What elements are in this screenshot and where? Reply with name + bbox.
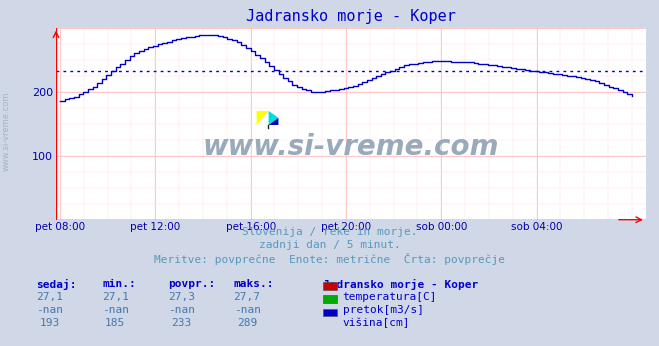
Polygon shape bbox=[269, 111, 279, 125]
Text: 185: 185 bbox=[105, 318, 125, 328]
Text: Slovenija / reke in morje.: Slovenija / reke in morje. bbox=[242, 227, 417, 237]
Text: -nan: -nan bbox=[168, 305, 194, 315]
Text: min.:: min.: bbox=[102, 279, 136, 289]
Text: povpr.:: povpr.: bbox=[168, 279, 215, 289]
Text: 27,7: 27,7 bbox=[234, 292, 260, 302]
Text: 27,1: 27,1 bbox=[102, 292, 129, 302]
Text: -nan: -nan bbox=[102, 305, 129, 315]
Text: -nan: -nan bbox=[234, 305, 260, 315]
Title: Jadransko morje - Koper: Jadransko morje - Koper bbox=[246, 9, 456, 24]
Text: maks.:: maks.: bbox=[234, 279, 274, 289]
Text: 27,3: 27,3 bbox=[168, 292, 194, 302]
Text: Meritve: povprečne  Enote: metrične  Črta: povprečje: Meritve: povprečne Enote: metrične Črta:… bbox=[154, 253, 505, 265]
Text: 193: 193 bbox=[40, 318, 59, 328]
Text: -nan: -nan bbox=[36, 305, 63, 315]
Text: 289: 289 bbox=[237, 318, 257, 328]
Text: 233: 233 bbox=[171, 318, 191, 328]
Text: pretok[m3/s]: pretok[m3/s] bbox=[343, 305, 424, 315]
Text: temperatura[C]: temperatura[C] bbox=[343, 292, 437, 302]
Text: www.si-vreme.com: www.si-vreme.com bbox=[203, 133, 499, 161]
Polygon shape bbox=[269, 118, 279, 125]
Text: višina[cm]: višina[cm] bbox=[343, 318, 410, 328]
Polygon shape bbox=[256, 111, 269, 125]
Text: Jadransko morje - Koper: Jadransko morje - Koper bbox=[323, 279, 478, 290]
Text: sedaj:: sedaj: bbox=[36, 279, 76, 290]
Text: zadnji dan / 5 minut.: zadnji dan / 5 minut. bbox=[258, 240, 401, 250]
Text: www.si-vreme.com: www.si-vreme.com bbox=[2, 92, 11, 171]
Text: 27,1: 27,1 bbox=[36, 292, 63, 302]
